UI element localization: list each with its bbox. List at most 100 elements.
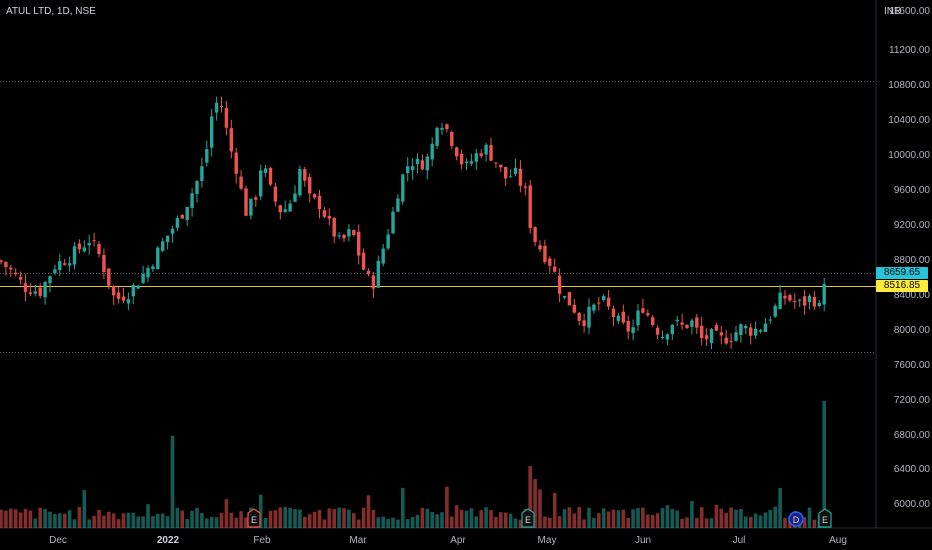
candle-body <box>234 152 238 174</box>
candle-body <box>582 320 586 327</box>
candle-body <box>690 320 694 327</box>
candle-body <box>376 260 380 288</box>
volume-bar <box>18 512 23 528</box>
candle-body <box>430 143 434 160</box>
earnings-marker <box>818 508 832 528</box>
candle-body <box>63 263 67 265</box>
time-tick: May <box>537 535 557 546</box>
candle-body <box>592 304 596 311</box>
volume-bar <box>38 507 42 528</box>
volume-bar <box>626 517 630 528</box>
volume-bar <box>685 517 689 528</box>
candle-body <box>229 128 233 152</box>
candle-body <box>170 228 175 234</box>
candle-body <box>494 162 498 164</box>
volume-bar <box>464 510 469 528</box>
candle-body <box>67 263 72 266</box>
volume-bar <box>97 509 101 528</box>
candle-body <box>538 245 542 250</box>
candle-body <box>420 160 425 170</box>
candle-body <box>298 168 302 196</box>
candle-body <box>812 296 817 307</box>
price-tick: 8800.00 <box>893 255 930 266</box>
volume-bar <box>807 507 812 528</box>
symbol-title[interactable]: ATUL LTD, 1D, NSE <box>6 6 96 17</box>
candle-body <box>72 246 77 265</box>
volume-bar <box>268 510 273 528</box>
price-axis[interactable]: 11600.00 11200.00 10800.00 10400.00 1000… <box>876 0 932 528</box>
candle-body <box>704 335 709 340</box>
candle-body <box>562 296 567 298</box>
volume-bar <box>87 519 91 528</box>
currency-label: INR <box>884 6 902 17</box>
candle-body <box>670 324 674 335</box>
volume-bar <box>415 514 420 528</box>
candle-body <box>102 254 106 272</box>
candle-body <box>822 284 826 305</box>
candle-body <box>798 299 802 301</box>
candle-body <box>361 252 366 270</box>
candle-body <box>210 116 214 148</box>
event-marker-label: E <box>822 515 828 525</box>
volume-bar <box>67 510 72 528</box>
volume-bar <box>533 479 537 528</box>
volume-bar <box>263 517 268 528</box>
candle-body <box>342 234 346 239</box>
volume-bar <box>258 494 263 528</box>
candle-body <box>744 325 748 329</box>
volume-bar <box>582 519 586 528</box>
volume-bar <box>587 507 591 528</box>
candle-body <box>553 266 557 272</box>
volume-bar <box>484 507 488 528</box>
price-tick: 8400.00 <box>893 290 930 301</box>
volume-bar <box>356 519 361 528</box>
price-tick: 7600.00 <box>893 360 930 371</box>
candle-body <box>508 176 513 178</box>
volume-bar <box>479 510 483 528</box>
volume-bar <box>111 513 116 528</box>
volume-bar <box>459 509 464 528</box>
volume-bar <box>641 507 645 528</box>
volume-bar <box>0 509 3 528</box>
time-tick: Apr <box>450 535 466 546</box>
candle-body <box>513 167 518 175</box>
volume-bar <box>445 486 449 528</box>
candle-body <box>773 305 777 317</box>
level-price-badge: 8516.85 <box>876 280 928 292</box>
candle-body <box>146 268 150 278</box>
candle-body <box>327 215 331 219</box>
volume-bar <box>278 507 283 528</box>
candle-body <box>347 229 351 237</box>
candle-body <box>87 243 91 246</box>
candle-body <box>641 308 645 313</box>
price-tick: 9600.00 <box>893 185 930 196</box>
volume-bar <box>146 504 150 528</box>
volume-bar <box>58 513 62 528</box>
candle-body <box>406 166 410 174</box>
candle-body <box>312 194 317 198</box>
candle-body <box>714 325 719 331</box>
candle-body <box>249 198 253 216</box>
volume-bar <box>92 515 96 528</box>
candle-body <box>435 127 439 146</box>
volume-bar <box>160 513 165 528</box>
candle-body <box>239 176 243 189</box>
volume-bar <box>352 513 356 528</box>
volume-bar <box>195 507 199 528</box>
candle-body <box>151 266 155 270</box>
candle-body <box>116 292 121 299</box>
candle-body <box>655 327 660 335</box>
earnings-marker <box>521 508 535 528</box>
candle-body <box>112 286 116 296</box>
time-axis[interactable]: Dec 2022 Feb Mar Apr May Jun Jul Aug <box>0 528 876 550</box>
volume-bar <box>768 509 773 528</box>
volume-bar <box>611 509 616 528</box>
candle-body <box>268 167 273 185</box>
candle-body <box>386 234 390 249</box>
candle-body <box>709 328 714 344</box>
price-tick: 10800.00 <box>888 80 930 91</box>
volume-bar <box>699 507 704 528</box>
candle-body <box>489 145 493 161</box>
volume-bar <box>567 507 572 528</box>
